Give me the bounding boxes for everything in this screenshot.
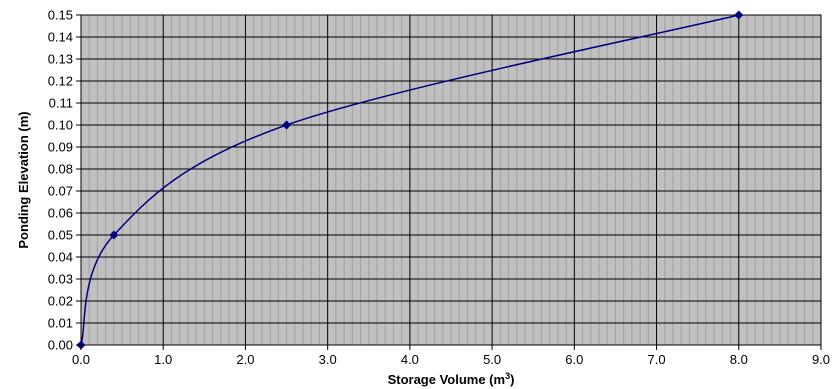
y-tick-label: 0.03 (48, 272, 73, 287)
y-tick-label: 0.15 (48, 8, 73, 23)
x-axis-title-end: ) (510, 372, 514, 387)
x-tick-label: 9.0 (812, 352, 830, 367)
y-axis-title: Ponding Elevation (m) (16, 111, 31, 248)
y-tick-label: 0.06 (48, 206, 73, 221)
x-tick-label: 4.0 (401, 352, 419, 367)
y-tick-label: 0.14 (48, 30, 73, 45)
x-axis-ticks: 0.0 1.0 2.0 3.0 4.0 5.0 6.0 7.0 8.0 9.0 (72, 345, 830, 367)
data-point (109, 230, 119, 240)
x-tick-label: 7.0 (648, 352, 666, 367)
y-tick-label: 0.09 (48, 140, 73, 155)
x-axis-title-main: Storage Volume (m (388, 372, 506, 387)
x-tick-label: 3.0 (319, 352, 337, 367)
series-line (80, 14, 739, 346)
y-axis-ticks: 0.00 0.01 0.02 0.03 0.04 0.05 0.06 0.07 0.08 0.09… (48, 8, 81, 353)
x-tick-label: 2.0 (236, 352, 254, 367)
y-tick-label: 0.10 (48, 118, 73, 133)
y-tick-label: 0.08 (48, 162, 73, 177)
y-tick-label: 0.12 (48, 74, 73, 89)
y-tick-label: 0.13 (48, 52, 73, 67)
plot-area (76, 10, 822, 350)
x-axis-title-superscript: 3 (505, 371, 510, 381)
minor-grid (88, 15, 814, 345)
data-point (282, 120, 292, 130)
x-tick-label: 0.0 (72, 352, 90, 367)
data-point (734, 10, 744, 20)
y-tick-label: 0.07 (48, 184, 73, 199)
plot-border (80, 14, 822, 346)
x-axis-title: Storage Volume (m3) (388, 371, 515, 387)
y-tick-label: 0.11 (49, 96, 73, 111)
x-tick-label: 6.0 (565, 352, 583, 367)
y-tick-label: 0.01 (48, 316, 73, 331)
y-tick-label: 0.05 (48, 228, 73, 243)
y-tick-label: 0.02 (48, 294, 73, 309)
y-tick-label: 0.00 (48, 338, 73, 353)
y-tick-label: 0.04 (48, 250, 73, 265)
x-tick-label: 1.0 (154, 352, 172, 367)
x-tick-label: 8.0 (730, 352, 748, 367)
x-tick-label: 5.0 (483, 352, 501, 367)
